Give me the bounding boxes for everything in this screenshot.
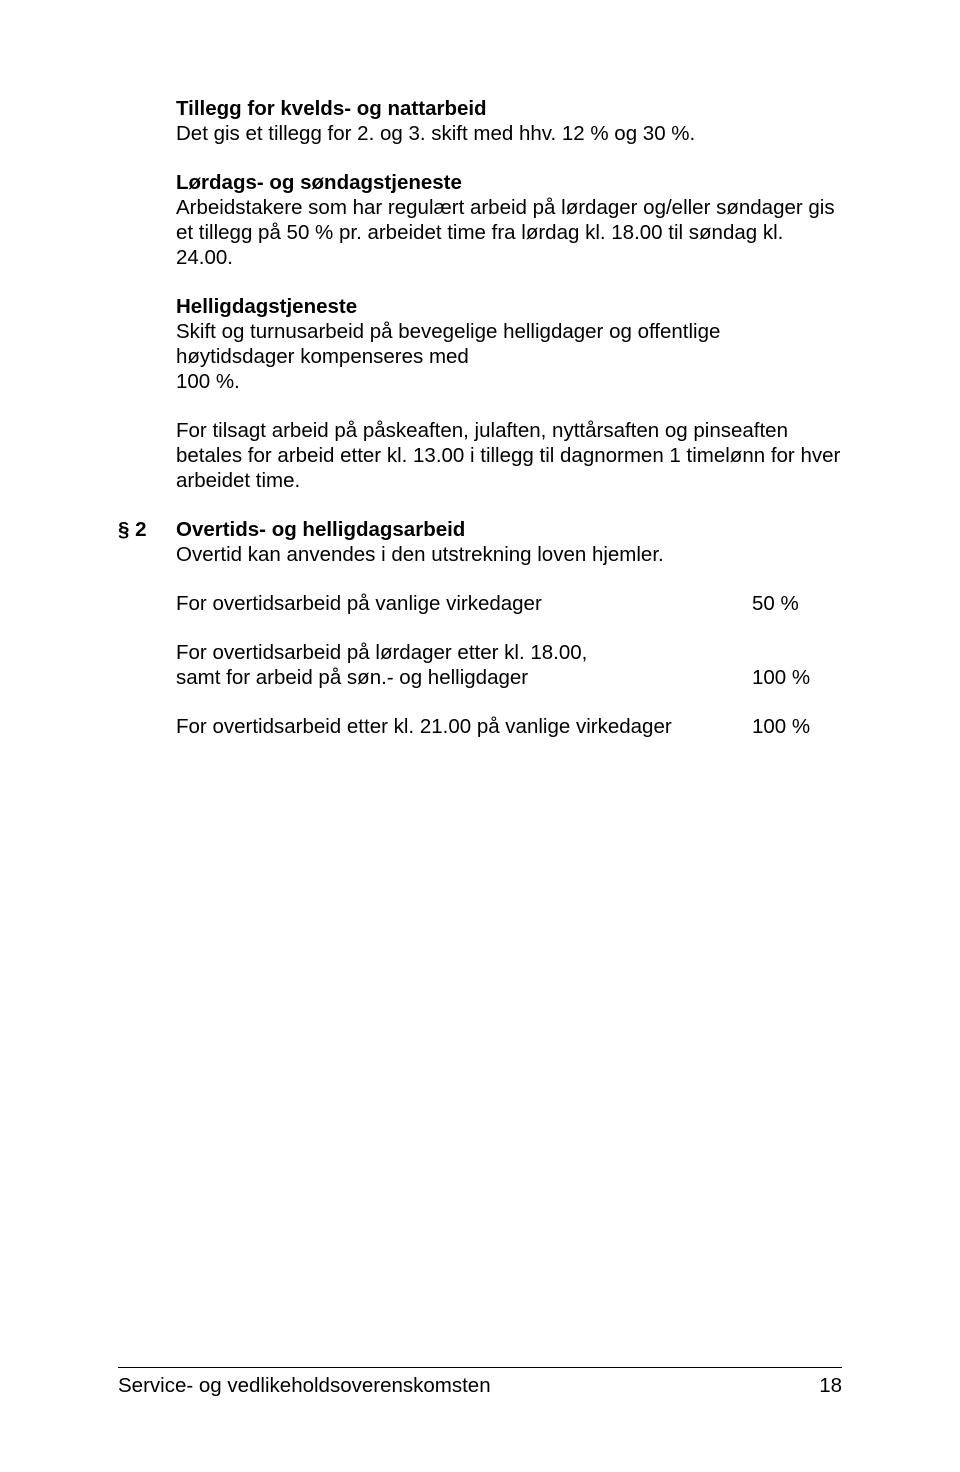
rate-row-3: For overtidsarbeid etter kl. 21.00 på va… (118, 714, 842, 739)
body-helligdag-1: Skift og turnusarbeid på bevegelige hell… (176, 319, 842, 369)
body-overtid: Overtid kan anvendes i den utstrekning l… (176, 542, 842, 567)
rate-body: For overtidsarbeid på vanlige virkedager… (176, 591, 842, 616)
section-body: Overtids- og helligdagsarbeid Overtid ka… (176, 517, 842, 567)
section-tilsagt: For tilsagt arbeid på påskeaften, julaft… (118, 418, 842, 493)
footer-title: Service- og vedlikeholdsoverenskomsten (118, 1374, 491, 1398)
heading-overtid: Overtids- og helligdagsarbeid (176, 517, 842, 542)
rate-value: 50 % (752, 591, 842, 616)
rate-label: samt for arbeid på søn.- og helligdager (176, 665, 752, 690)
section-body: Tillegg for kvelds- og nattarbeid Det gi… (176, 96, 842, 146)
page: Tillegg for kvelds- og nattarbeid Det gi… (0, 0, 960, 1472)
section-overtid: § 2 Overtids- og helligdagsarbeid Overti… (118, 517, 842, 567)
section-marker: § 2 (118, 517, 176, 542)
heading-tillegg: Tillegg for kvelds- og nattarbeid (176, 96, 842, 121)
rate-row-1: For overtidsarbeid på vanlige virkedager… (118, 591, 842, 616)
heading-helligdag: Helligdagstjeneste (176, 294, 842, 319)
rate-line1: For overtidsarbeid på lørdager etter kl.… (176, 640, 842, 665)
rate-value: 100 % (752, 665, 842, 690)
rate-label: For overtidsarbeid på vanlige virkedager (176, 591, 752, 616)
body-tilsagt: For tilsagt arbeid på påskeaften, julaft… (176, 418, 842, 493)
section-helligdag: Helligdagstjeneste Skift og turnusarbeid… (118, 294, 842, 394)
page-footer: Service- og vedlikeholdsoverenskomsten 1… (118, 1367, 842, 1398)
rate-body: For overtidsarbeid etter kl. 21.00 på va… (176, 714, 842, 739)
footer-page-number: 18 (819, 1374, 842, 1398)
body-lordag: Arbeidstakere som har regulært arbeid på… (176, 195, 842, 270)
section-tillegg: Tillegg for kvelds- og nattarbeid Det gi… (118, 96, 842, 146)
heading-lordag: Lørdags- og søndagstjeneste (176, 170, 842, 195)
rate-body: For overtidsarbeid på lørdager etter kl.… (176, 640, 842, 690)
body-helligdag-2: 100 %. (176, 369, 842, 394)
rate-value: 100 % (752, 714, 842, 739)
rate-row-2: For overtidsarbeid på lørdager etter kl.… (118, 640, 842, 690)
section-body: Helligdagstjeneste Skift og turnusarbeid… (176, 294, 842, 394)
section-lordag: Lørdags- og søndagstjeneste Arbeidstaker… (118, 170, 842, 270)
rate-line2-row: samt for arbeid på søn.- og helligdager … (176, 665, 842, 690)
body-tillegg: Det gis et tillegg for 2. og 3. skift me… (176, 121, 842, 146)
section-body: Lørdags- og søndagstjeneste Arbeidstaker… (176, 170, 842, 270)
section-body: For tilsagt arbeid på påskeaften, julaft… (176, 418, 842, 493)
rate-label: For overtidsarbeid etter kl. 21.00 på va… (176, 714, 752, 739)
content-area: Tillegg for kvelds- og nattarbeid Det gi… (118, 96, 842, 739)
